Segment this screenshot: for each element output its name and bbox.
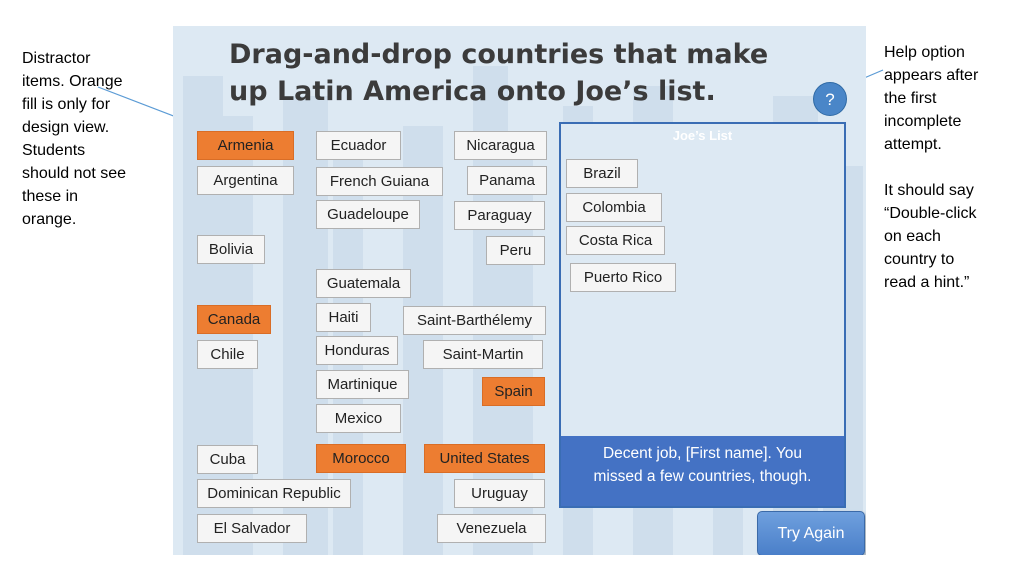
list-item-costa-rica[interactable]: Costa Rica xyxy=(566,226,665,255)
country-tile-dominican-republic[interactable]: Dominican Republic xyxy=(197,479,351,508)
country-tile-panama[interactable]: Panama xyxy=(467,166,547,195)
country-tile-argentina[interactable]: Argentina xyxy=(197,166,294,195)
country-tile-chile[interactable]: Chile xyxy=(197,340,258,369)
country-tile-bolivia[interactable]: Bolivia xyxy=(197,235,265,264)
joes-list-title: Joe’s List xyxy=(672,128,733,143)
country-tile-paraguay[interactable]: Paraguay xyxy=(454,201,545,230)
country-tile-uruguay[interactable]: Uruguay xyxy=(454,479,545,508)
country-tile-canada[interactable]: Canada xyxy=(197,305,271,334)
country-tile-martinique[interactable]: Martinique xyxy=(316,370,409,399)
joes-list-drop-zone[interactable]: Joe’s List Brazil Colombia Costa Rica Pu… xyxy=(559,122,846,508)
list-item-brazil[interactable]: Brazil xyxy=(566,159,638,188)
country-tile-guatemala[interactable]: Guatemala xyxy=(316,269,411,298)
feedback-message: Decent job, [First name]. You missed a f… xyxy=(561,436,844,506)
country-tile-mexico[interactable]: Mexico xyxy=(316,404,401,433)
country-tile-saint-barthelemy[interactable]: Saint-Barthélemy xyxy=(403,306,546,335)
country-tile-united-states[interactable]: United States xyxy=(424,444,545,473)
page-title: Drag-and-drop countries that make up Lat… xyxy=(229,39,769,107)
country-tile-spain[interactable]: Spain xyxy=(482,377,545,406)
try-again-button[interactable]: Try Again xyxy=(757,511,865,555)
country-tile-nicaragua[interactable]: Nicaragua xyxy=(454,131,547,160)
help-option-annotation: Help option appears after the first inco… xyxy=(884,44,979,291)
country-tile-peru[interactable]: Peru xyxy=(486,236,545,265)
country-tile-french-guiana[interactable]: French Guiana xyxy=(316,167,443,196)
distractor-annotation: Distractor items. Orange fill is only fo… xyxy=(22,50,127,228)
help-button[interactable]: ? xyxy=(813,82,847,116)
activity-slide: Drag-and-drop countries that make up Lat… xyxy=(173,26,866,555)
country-tile-el-salvador[interactable]: El Salvador xyxy=(197,514,307,543)
list-item-puerto-rico[interactable]: Puerto Rico xyxy=(570,263,676,292)
country-tile-morocco[interactable]: Morocco xyxy=(316,444,406,473)
country-tile-ecuador[interactable]: Ecuador xyxy=(316,131,401,160)
country-tile-honduras[interactable]: Honduras xyxy=(316,336,398,365)
list-item-colombia[interactable]: Colombia xyxy=(566,193,662,222)
country-tile-armenia[interactable]: Armenia xyxy=(197,131,294,160)
country-tile-venezuela[interactable]: Venezuela xyxy=(437,514,546,543)
country-tile-saint-martin[interactable]: Saint-Martin xyxy=(423,340,543,369)
country-tile-cuba[interactable]: Cuba xyxy=(197,445,258,474)
country-tile-haiti[interactable]: Haiti xyxy=(316,303,371,332)
country-tile-guadeloupe[interactable]: Guadeloupe xyxy=(316,200,420,229)
